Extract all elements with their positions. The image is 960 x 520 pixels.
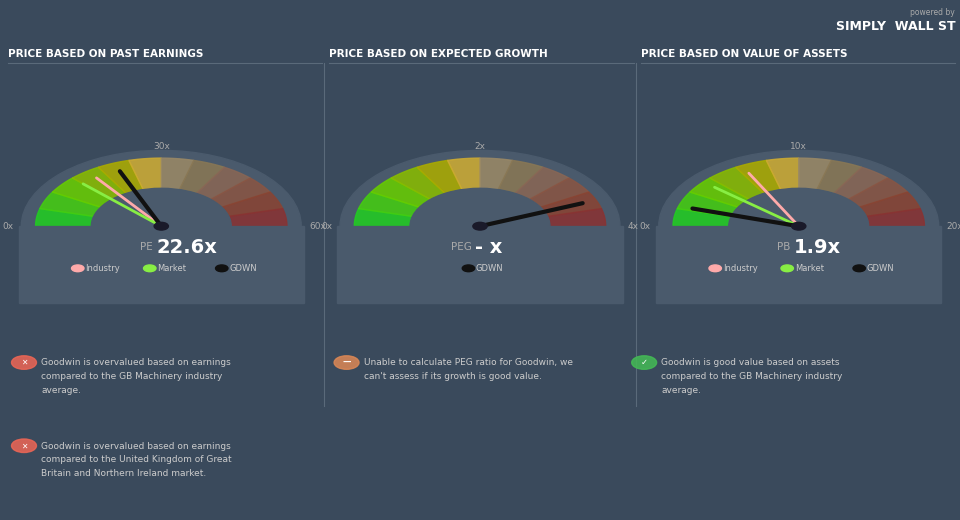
Text: Goodwin is overvalued based on earnings
compared to the United Kingdom of Great
: Goodwin is overvalued based on earnings … [41, 441, 232, 478]
Polygon shape [834, 167, 888, 199]
Polygon shape [766, 158, 799, 190]
Polygon shape [498, 160, 543, 193]
Text: PRICE BASED ON VALUE OF ASSETS: PRICE BASED ON VALUE OF ASSETS [641, 49, 848, 59]
Text: 20x: 20x [947, 222, 960, 231]
Text: 30x: 30x [153, 141, 170, 151]
Circle shape [410, 188, 550, 264]
Circle shape [709, 265, 721, 271]
Circle shape [729, 188, 869, 264]
Polygon shape [372, 178, 430, 207]
Polygon shape [53, 178, 111, 207]
Text: powered by: powered by [910, 8, 955, 17]
Text: 0x: 0x [640, 222, 651, 231]
Polygon shape [817, 160, 862, 193]
Polygon shape [735, 160, 780, 193]
Circle shape [21, 150, 301, 302]
Polygon shape [391, 167, 444, 199]
Text: 22.6x: 22.6x [156, 238, 217, 257]
Polygon shape [859, 192, 921, 216]
Text: ✓: ✓ [640, 358, 648, 367]
Text: 1.9x: 1.9x [794, 238, 841, 257]
Text: PRICE BASED ON PAST EARNINGS: PRICE BASED ON PAST EARNINGS [8, 49, 204, 59]
Text: ✕: ✕ [21, 358, 27, 367]
Polygon shape [540, 192, 602, 216]
Text: Industry: Industry [85, 264, 120, 273]
Polygon shape [354, 209, 413, 226]
Text: Market: Market [795, 264, 824, 273]
Text: PRICE BASED ON EXPECTED GROWTH: PRICE BASED ON EXPECTED GROWTH [329, 49, 548, 59]
Polygon shape [690, 178, 749, 207]
Text: Industry: Industry [723, 264, 757, 273]
Polygon shape [677, 192, 738, 216]
Circle shape [91, 188, 231, 264]
Text: ✕: ✕ [21, 441, 27, 450]
Polygon shape [516, 167, 569, 199]
Text: 4x: 4x [628, 222, 638, 231]
Circle shape [659, 150, 939, 302]
Text: Goodwin is good value based on assets
compared to the GB Machinery industry
aver: Goodwin is good value based on assets co… [661, 358, 843, 395]
Polygon shape [197, 167, 251, 199]
Text: 0x: 0x [322, 222, 332, 231]
Polygon shape [866, 209, 924, 226]
Polygon shape [709, 167, 763, 199]
Polygon shape [547, 209, 606, 226]
Polygon shape [180, 160, 225, 193]
Bar [657, 226, 941, 304]
Polygon shape [447, 158, 480, 190]
Polygon shape [36, 209, 94, 226]
Polygon shape [530, 178, 588, 207]
Circle shape [632, 356, 657, 369]
Circle shape [216, 265, 228, 271]
Text: - x: - x [475, 238, 503, 257]
Circle shape [12, 439, 36, 452]
Circle shape [792, 223, 805, 230]
Circle shape [12, 356, 36, 369]
Polygon shape [161, 158, 194, 190]
Text: PB: PB [778, 242, 794, 252]
Polygon shape [72, 167, 126, 199]
Bar [18, 226, 303, 304]
Polygon shape [358, 192, 420, 216]
Text: —: — [343, 358, 350, 367]
Text: Market: Market [157, 264, 186, 273]
Polygon shape [799, 158, 831, 190]
Polygon shape [673, 209, 732, 226]
Text: Unable to calculate PEG ratio for Goodwin, we
can't assess if its growth is good: Unable to calculate PEG ratio for Goodwi… [364, 358, 573, 381]
Text: GDWN: GDWN [476, 264, 504, 273]
Polygon shape [98, 160, 143, 193]
Text: 60x: 60x [309, 222, 325, 231]
Circle shape [781, 265, 793, 271]
Bar [338, 226, 623, 304]
Text: Goodwin is overvalued based on earnings
compared to the GB Machinery industry
av: Goodwin is overvalued based on earnings … [41, 358, 231, 395]
Circle shape [144, 265, 156, 271]
Text: SIMPLY  WALL ST: SIMPLY WALL ST [835, 20, 955, 33]
Polygon shape [129, 158, 161, 190]
Polygon shape [39, 192, 101, 216]
Circle shape [334, 356, 359, 369]
Text: 2x: 2x [474, 141, 486, 151]
Text: GDWN: GDWN [229, 264, 257, 273]
Polygon shape [417, 160, 462, 193]
Text: GDWN: GDWN [867, 264, 895, 273]
Text: PEG: PEG [451, 242, 475, 252]
Text: 10x: 10x [790, 141, 807, 151]
Polygon shape [222, 192, 283, 216]
Polygon shape [480, 158, 513, 190]
Polygon shape [849, 178, 907, 207]
Circle shape [340, 150, 620, 302]
Circle shape [463, 265, 474, 271]
Polygon shape [228, 209, 287, 226]
Text: 0x: 0x [3, 222, 13, 231]
Circle shape [473, 223, 487, 230]
Text: PE: PE [140, 242, 156, 252]
Circle shape [155, 223, 168, 230]
Circle shape [853, 265, 865, 271]
Circle shape [72, 265, 84, 271]
Polygon shape [211, 178, 270, 207]
